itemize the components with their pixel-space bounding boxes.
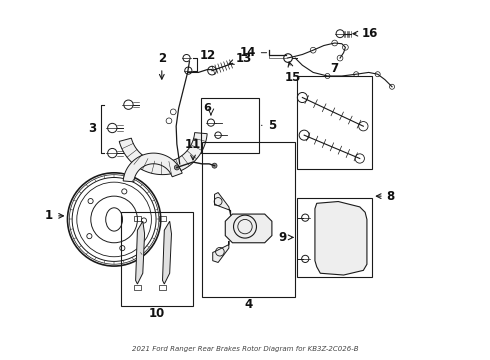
Polygon shape: [136, 221, 145, 284]
Polygon shape: [215, 193, 231, 216]
Polygon shape: [225, 214, 272, 243]
Bar: [159, 285, 166, 291]
Polygon shape: [315, 202, 367, 275]
Circle shape: [174, 165, 179, 170]
Text: 9: 9: [278, 231, 293, 244]
Text: 6: 6: [203, 103, 211, 113]
Polygon shape: [123, 153, 182, 182]
Text: 8: 8: [376, 190, 395, 203]
Bar: [122, 212, 193, 306]
Text: 14: 14: [240, 46, 267, 59]
Text: 7: 7: [331, 62, 339, 75]
Bar: [201, 98, 259, 153]
Text: 10: 10: [149, 307, 165, 320]
Text: 2: 2: [158, 52, 166, 79]
Text: 2021 Ford Ranger Rear Brakes Rotor Diagram for KB3Z-2C026-B: 2021 Ford Ranger Rear Brakes Rotor Diagr…: [132, 346, 358, 352]
Bar: [134, 216, 141, 221]
Text: 3: 3: [88, 122, 96, 135]
Text: 16: 16: [353, 27, 378, 40]
Polygon shape: [163, 221, 172, 284]
Bar: [297, 198, 372, 277]
Bar: [297, 76, 372, 169]
Text: 15: 15: [285, 62, 301, 84]
Circle shape: [212, 163, 217, 168]
Bar: [159, 216, 166, 221]
Text: 1: 1: [45, 210, 64, 222]
Text: 13: 13: [229, 51, 252, 64]
Polygon shape: [213, 241, 229, 262]
Text: 12: 12: [199, 49, 216, 62]
Text: 5: 5: [261, 119, 276, 132]
Text: 11: 11: [185, 138, 201, 160]
Bar: [202, 142, 295, 297]
Text: 4: 4: [245, 298, 253, 311]
Polygon shape: [119, 132, 207, 175]
Bar: [134, 285, 141, 291]
